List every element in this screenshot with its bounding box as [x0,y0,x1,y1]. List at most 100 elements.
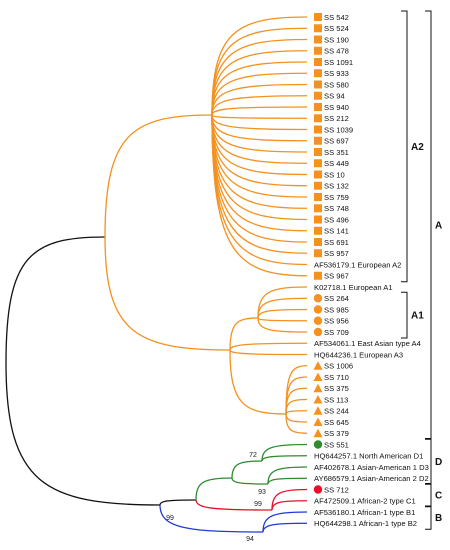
taxon-label: SS 141 [324,227,349,236]
branch-tip [211,114,308,232]
branch-tip [257,308,308,319]
branch-tip [262,522,308,533]
clade-bracket [401,291,408,339]
taxon-label: SS 244 [324,407,349,416]
square-marker-icon [314,69,322,78]
branch-A-A2 [104,114,213,238]
circle-marker-icon [313,294,323,303]
taxon-label: AY686579.1 Asian-American 2 D2 [314,474,429,483]
taxon-label: HQ644236.1 European A3 [314,350,403,359]
taxon-label: SS 645 [324,418,349,427]
taxon-label: SS 94 [324,92,345,101]
taxon-label: SS 132 [324,182,349,191]
taxon-label: AF536180.1 African-1 type B1 [314,508,415,517]
bootstrap-value: 99 [166,515,174,522]
triangle-marker-icon [313,406,323,415]
taxon-label: AF472509.1 African-2 type C1 [314,497,416,506]
branch-tip [211,83,308,116]
bootstrap-values: 72 93 99 99 94 [166,452,266,543]
square-marker-icon [314,271,322,280]
branch-A1o-tri [229,349,287,415]
square-marker-icon [314,215,322,224]
branch-tip [285,398,308,415]
triangle-marker-icon [313,361,323,370]
branch-tip [211,114,308,277]
branch-tip [271,488,308,511]
branch-root-A [5,236,106,364]
tree-branches [5,16,308,533]
taxon-label: SS 351 [324,148,349,157]
taxon-label: AF534061.1 East Asian type A4 [314,339,421,348]
taxon-label: SS 691 [324,238,349,247]
square-marker-icon [314,249,322,258]
taxon-label: SS 985 [324,305,349,314]
taxon-label: SS 967 [324,272,349,281]
square-marker-icon [314,35,322,44]
branch-root-cdb [5,362,161,506]
taxon-label: SS 449 [324,159,349,168]
square-marker-icon [314,170,322,179]
square-marker-icon [314,13,322,21]
branch-cdb-b [159,504,264,533]
circle-marker-icon [313,316,323,325]
taxon-label: SS 697 [324,137,349,146]
taxon-labels: SS 542 SS 524 SS 190 SS 478 SS 1091 SS 933 SS … [314,13,429,528]
branch-tip [229,342,308,351]
taxon-label: SS 551 [324,440,349,449]
taxon-label: HQ644257.1 North American D1 [314,452,423,461]
branch-tip [257,297,308,319]
square-marker-icon [314,204,322,213]
taxon-markers [313,13,323,494]
taxon-label: SS 956 [324,317,349,326]
taxon-label: SS 212 [324,114,349,123]
taxon-label: SS 190 [324,35,349,44]
square-marker-icon [314,114,322,123]
taxon-label: K02718.1 European A1 [314,283,393,292]
triangle-marker-icon [313,417,323,426]
square-marker-icon [314,148,322,156]
square-marker-icon [314,46,322,55]
taxon-label: SS 113 [324,395,348,404]
clade-bracket [425,505,432,530]
square-marker-icon [314,80,322,89]
taxon-label: SS 712 [324,485,349,494]
branch-tip [211,106,308,116]
triangle-marker-icon [313,383,323,393]
taxon-label: SS 10 [324,170,345,179]
branch-tip [261,443,308,462]
branch-tip [285,413,308,434]
triangle-marker-icon [313,372,323,381]
branch-tip [211,95,308,116]
taxon-label: AF402678.1 Asian-American 1 D3 [314,463,429,472]
clade-label: A [435,221,442,232]
taxon-label: SS 264 [324,294,349,303]
bootstrap-value: 93 [258,489,266,496]
clade-label: B [435,513,442,524]
branch-tip [267,477,308,485]
square-marker-icon [314,159,322,168]
branch-tip [211,114,308,131]
clade-bracket [401,10,408,283]
branch-tip [211,72,308,116]
clade-label: A1 [411,311,424,322]
taxon-label: SS 375 [324,384,349,393]
square-marker-icon [314,103,322,111]
taxon-label: SS 542 [324,13,349,22]
square-marker-icon [314,238,322,246]
taxon-label: SS 759 [324,193,349,202]
branch-tip [257,317,308,322]
taxon-label: SS 580 [324,80,349,89]
branch-tip [271,500,308,511]
branch-tip [267,466,308,485]
square-marker-icon [314,181,322,190]
taxon-label: SS 478 [324,47,349,56]
branch-tip [229,349,308,356]
clade-bracket [425,483,432,508]
taxon-label: SS 957 [324,249,349,258]
clade-label: C [435,491,442,502]
taxon-label: SS 524 [324,24,349,33]
taxon-label: SS 748 [324,204,349,213]
square-marker-icon [314,226,322,235]
circle-marker-icon [313,327,323,337]
square-marker-icon [314,136,322,145]
